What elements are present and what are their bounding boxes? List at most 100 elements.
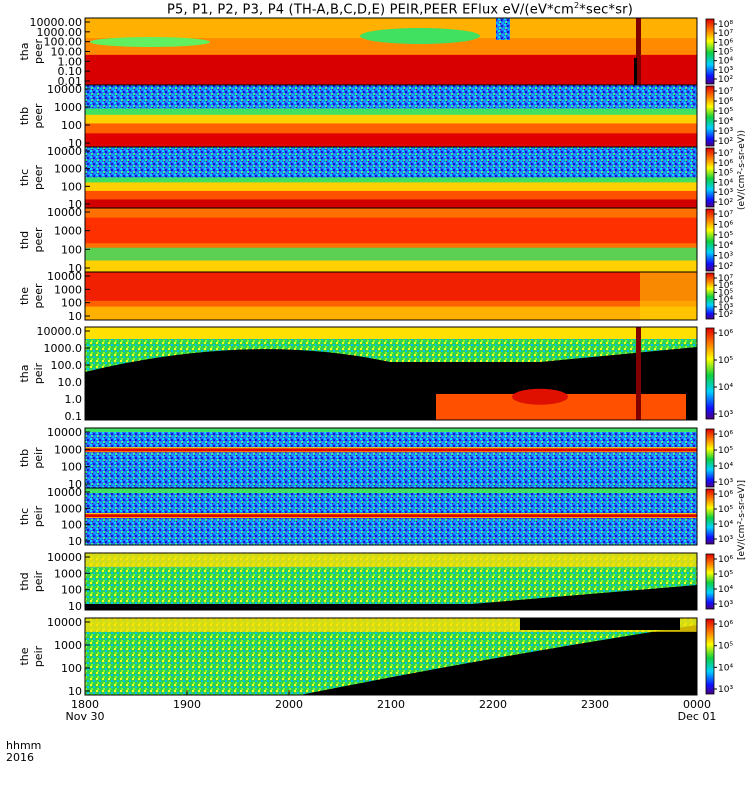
colorbar-tick-label: 10³ bbox=[718, 685, 733, 695]
panel-tha-peir: 10000.0 1000.0 100.0 10.0 1.0 0.1 tha peir 10³ 10… bbox=[18, 325, 733, 423]
y-tick-label: 10000 bbox=[47, 83, 82, 96]
panel-frame bbox=[84, 326, 698, 421]
y-tick-label: 10000.00 bbox=[30, 16, 83, 29]
y-tick-label: 10 bbox=[68, 600, 82, 613]
x-tick-label: 1800 bbox=[71, 698, 99, 711]
y-tick-label: 10 bbox=[68, 262, 82, 275]
x-tick-label: 2300 bbox=[581, 698, 609, 711]
colorbar bbox=[705, 327, 715, 420]
panel-species-label: peer bbox=[32, 165, 45, 191]
colorbar-tick-label: 10⁵ bbox=[718, 570, 733, 580]
colorbar-tick-label: 10⁶ bbox=[718, 220, 733, 230]
colorbar-tick-label: 10³ bbox=[718, 410, 733, 420]
colorbar-tick-label: 10⁶ bbox=[718, 97, 733, 107]
colorbar-tick-label: 10⁴ bbox=[718, 585, 733, 595]
y-tick-label: 100.0 bbox=[51, 359, 83, 372]
colorbar-tick-label: 10³ bbox=[718, 478, 733, 488]
colorbar-tick-label: 10⁴ bbox=[718, 663, 733, 673]
y-tick-label: 1000 bbox=[54, 101, 82, 114]
colorbar-tick-label: 10⁵ bbox=[718, 107, 733, 117]
colorbar-tick-label: 10⁵ bbox=[718, 169, 733, 179]
panel-probe-label: the bbox=[18, 647, 31, 665]
y-tick-label: 100 bbox=[61, 662, 82, 675]
y-tick-label: 0.01 bbox=[58, 75, 83, 88]
colorbar-tick-label: 10⁷ bbox=[718, 29, 733, 39]
colorbar-tick-label: 10² bbox=[718, 198, 733, 208]
chart-title: P5, P1, P2, P3, P4 (TH-A,B,C,D,E) PEIR,P… bbox=[167, 1, 633, 18]
x-tick-date: Nov 30 bbox=[66, 710, 105, 723]
x-tick-date: Dec 01 bbox=[678, 710, 717, 723]
panel-species-label: peir bbox=[32, 570, 45, 592]
colorbar-tick-label: 10⁵ bbox=[718, 446, 733, 456]
colorbar bbox=[705, 85, 715, 147]
colorbar bbox=[705, 272, 715, 320]
colorbar-tick-label: 10⁴ bbox=[718, 178, 733, 188]
colorbar-tick-label: 10³ bbox=[718, 535, 733, 545]
panel-species-label: peir bbox=[32, 505, 45, 527]
panel-probe-label: thc bbox=[18, 508, 31, 525]
colorbar-tick-label: 10⁵ bbox=[718, 642, 733, 652]
colorbar bbox=[705, 428, 715, 488]
y-tick-label: 100 bbox=[61, 297, 82, 310]
panel-frame bbox=[84, 487, 698, 546]
colorbar-tick-label: 10⁴ bbox=[718, 520, 733, 530]
colorbar-tick-label: 10⁵ bbox=[718, 48, 733, 58]
panel-frame bbox=[84, 271, 698, 321]
y-tick-label: 1.00 bbox=[58, 55, 83, 68]
x-tick-label: 2000 bbox=[275, 698, 303, 711]
y-tick-label: 1000 bbox=[54, 567, 82, 580]
colorbar-tick-label: 10² bbox=[718, 310, 733, 320]
y-tick-label: 10000.0 bbox=[37, 325, 83, 338]
panel-species-label: peir bbox=[32, 362, 45, 384]
colorbar-tick-label: 10⁶ bbox=[718, 620, 733, 630]
panel-species-label: peir bbox=[32, 645, 45, 667]
y-tick-label: 1000 bbox=[54, 283, 82, 296]
colorbar-tick-label: 10⁴ bbox=[718, 117, 733, 127]
y-tick-label: 10.0 bbox=[58, 376, 83, 389]
y-tick-label: 1.0 bbox=[65, 393, 83, 406]
panel-the-peir: 10000 1000 100 10 the peir 10³ 10⁴ 10⁵ 10⁶ bbox=[18, 616, 733, 698]
y-tick-label: 10000 bbox=[47, 551, 82, 564]
colorbar bbox=[705, 147, 715, 208]
y-tick-label: 100 bbox=[61, 119, 82, 132]
y-tick-label: 10000 bbox=[47, 270, 82, 283]
colorbar-tick-label: 10⁸ bbox=[718, 20, 733, 30]
y-tick-label: 100 bbox=[61, 180, 82, 193]
colorbar-tick-label: 10⁴ bbox=[718, 462, 733, 472]
colorbar-tick-label: 10⁶ bbox=[718, 490, 733, 500]
panel-species-label: peir bbox=[32, 447, 45, 469]
panel-species-label: peer bbox=[32, 39, 45, 65]
colorbar-tick-label: 10³ bbox=[718, 600, 733, 610]
colorbar-tick-label: 10⁴ bbox=[718, 383, 733, 393]
y-tick-label: 100 bbox=[61, 243, 82, 256]
colorbar-tick-label: 10⁶ bbox=[718, 159, 733, 169]
colorbar-tick-label: 10³ bbox=[718, 127, 733, 137]
colorbar-tick-label: 10⁷ bbox=[718, 87, 733, 97]
colorbar bbox=[705, 618, 715, 695]
colorbar-tick-label: 10³ bbox=[718, 303, 733, 313]
x-axis-label: hhmm 2016 bbox=[6, 739, 42, 764]
colorbar-tick-label: 10⁵ bbox=[718, 288, 733, 298]
colorbar-tick-label: 10⁵ bbox=[718, 505, 733, 515]
colorbar-tick-label: 10⁶ bbox=[718, 38, 733, 48]
panel-species-label: peer bbox=[32, 227, 45, 253]
colorbar bbox=[705, 208, 715, 272]
y-tick-label: 10 bbox=[68, 478, 82, 491]
panel-probe-label: thd bbox=[18, 572, 31, 590]
y-tick-label: 1000 bbox=[54, 639, 82, 652]
colorbar-tick-label: 10⁴ bbox=[718, 57, 733, 67]
colorbar-tick-label: 10⁷ bbox=[718, 210, 733, 220]
y-tick-label: 10000 bbox=[47, 616, 82, 629]
y-tick-label: 1000 bbox=[54, 225, 82, 238]
x-tick-label: 2100 bbox=[377, 698, 405, 711]
panel-probe-label: tha bbox=[18, 42, 31, 60]
panel-probe-label: the bbox=[18, 287, 31, 305]
colorbar-tick-label: 10⁷ bbox=[718, 274, 733, 284]
y-tick-label: 10 bbox=[68, 137, 82, 150]
colorbar-tick-label: 10⁷ bbox=[718, 149, 733, 159]
